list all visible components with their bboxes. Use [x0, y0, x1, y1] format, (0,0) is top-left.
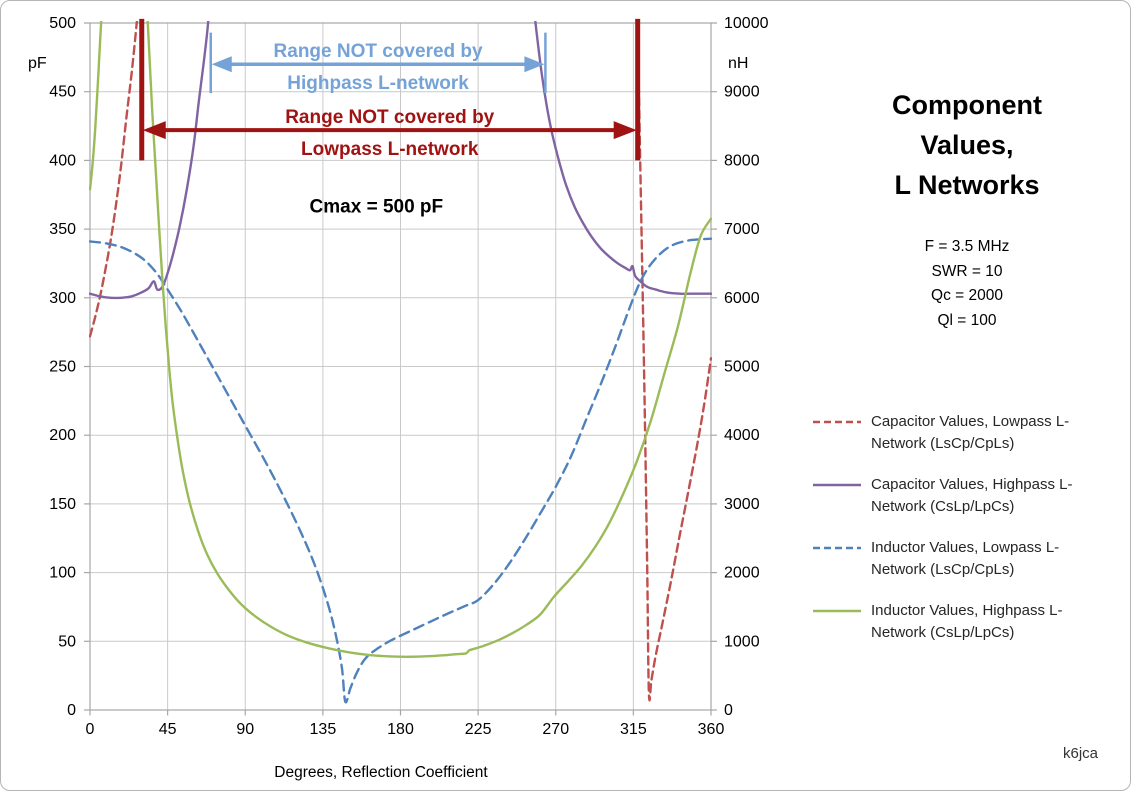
svg-text:0: 0	[86, 721, 95, 738]
author-credit: k6jca	[1063, 745, 1099, 762]
legend-line-cap-lowpass	[813, 420, 861, 424]
highpass-range-annotation: Range NOT covered by Highpass L-network	[209, 32, 547, 94]
curve-cap-lowpass	[636, 21, 712, 702]
svg-text:4000: 4000	[724, 427, 760, 444]
svg-text:350: 350	[49, 221, 76, 238]
svg-text:3000: 3000	[724, 496, 760, 513]
svg-text:9000: 9000	[724, 84, 760, 101]
svg-text:0: 0	[67, 702, 76, 719]
legend-line-cap-highpass	[813, 483, 861, 487]
legend-item-cap-lowpass: Capacitor Values, Lowpass L-Network (LsC…	[813, 411, 1121, 455]
highpass-range-annotation-label: Range NOT covered by	[274, 41, 483, 62]
svg-text:315: 315	[620, 721, 647, 738]
curve-ind-lowpass	[89, 237, 712, 704]
axis-tick-labels: 0501001502002503003504004505000100020003…	[49, 15, 768, 738]
svg-text:50: 50	[58, 633, 76, 650]
legend-label-ind-lowpass: Inductor Values, Lowpass L-Network (LsCp…	[871, 539, 1060, 579]
cmax-annotation: Cmax = 500 pF	[310, 197, 444, 218]
legend-line-ind-highpass	[813, 609, 861, 613]
svg-text:1000: 1000	[724, 633, 760, 650]
legend-line-ind-lowpass	[813, 546, 861, 550]
y-right-unit-label: nH	[728, 55, 748, 72]
svg-text:7000: 7000	[724, 221, 760, 238]
lowpass-range-annotation-label: Range NOT covered by	[285, 107, 494, 128]
chart-parameters: F = 3.5 MHz SWR = 10 Qc = 2000 Ql = 100	[924, 238, 1010, 329]
svg-text:135: 135	[310, 721, 337, 738]
svg-text:250: 250	[49, 359, 76, 376]
x-axis-title: Degrees, Reflection Coefficient	[274, 764, 488, 781]
svg-text:300: 300	[49, 290, 76, 307]
legend-item-ind-highpass: Inductor Values, Highpass L-Network (CsL…	[813, 600, 1121, 644]
svg-text:500: 500	[49, 15, 76, 32]
series-curves	[89, 21, 712, 704]
gridlines	[89, 22, 712, 711]
curve-cap-highpass	[534, 21, 712, 295]
svg-text:10000: 10000	[724, 15, 769, 32]
legend-label-cap-lowpass: Capacitor Values, Lowpass L-Network (LsC…	[871, 413, 1070, 453]
svg-text:200: 200	[49, 427, 76, 444]
legend-item-ind-lowpass: Inductor Values, Lowpass L-Network (LsCp…	[813, 537, 1121, 581]
svg-text:100: 100	[49, 565, 76, 582]
y-left-unit-label: pF	[28, 55, 47, 72]
curve-cap-lowpass	[89, 21, 139, 338]
curve-ind-highpass	[146, 21, 712, 658]
svg-text:270: 270	[542, 721, 569, 738]
svg-text:90: 90	[236, 721, 254, 738]
svg-text:5000: 5000	[724, 359, 760, 376]
svg-text:2000: 2000	[724, 565, 760, 582]
svg-text:360: 360	[698, 721, 725, 738]
svg-text:225: 225	[465, 721, 492, 738]
svg-text:180: 180	[387, 721, 414, 738]
curve-ind-highpass	[89, 21, 103, 191]
svg-text:450: 450	[49, 84, 76, 101]
svg-text:400: 400	[49, 152, 76, 169]
svg-text:0: 0	[724, 702, 733, 719]
svg-text:8000: 8000	[724, 152, 760, 169]
legend-label-cap-highpass: Capacitor Values, Highpass L-Network (Cs…	[871, 476, 1073, 516]
lowpass-range-annotation-label: Lowpass L-network	[301, 139, 479, 160]
legend-item-cap-highpass: Capacitor Values, Highpass L-Network (Cs…	[813, 474, 1121, 518]
chart-legend: Capacitor Values, Lowpass L-Network (LsC…	[813, 411, 1121, 644]
highpass-range-annotation-label: Highpass L-network	[287, 73, 469, 94]
chart-title: Component Values, L Networks	[892, 90, 1042, 200]
svg-text:6000: 6000	[724, 290, 760, 307]
lowpass-range-annotation: Range NOT covered by Lowpass L-network	[139, 18, 641, 161]
legend-label-ind-highpass: Inductor Values, Highpass L-Network (CsL…	[871, 602, 1063, 642]
svg-text:45: 45	[159, 721, 177, 738]
svg-text:150: 150	[49, 496, 76, 513]
chart-side-panel: Component Values, L Networks F = 3.5 MHz…	[813, 85, 1121, 663]
